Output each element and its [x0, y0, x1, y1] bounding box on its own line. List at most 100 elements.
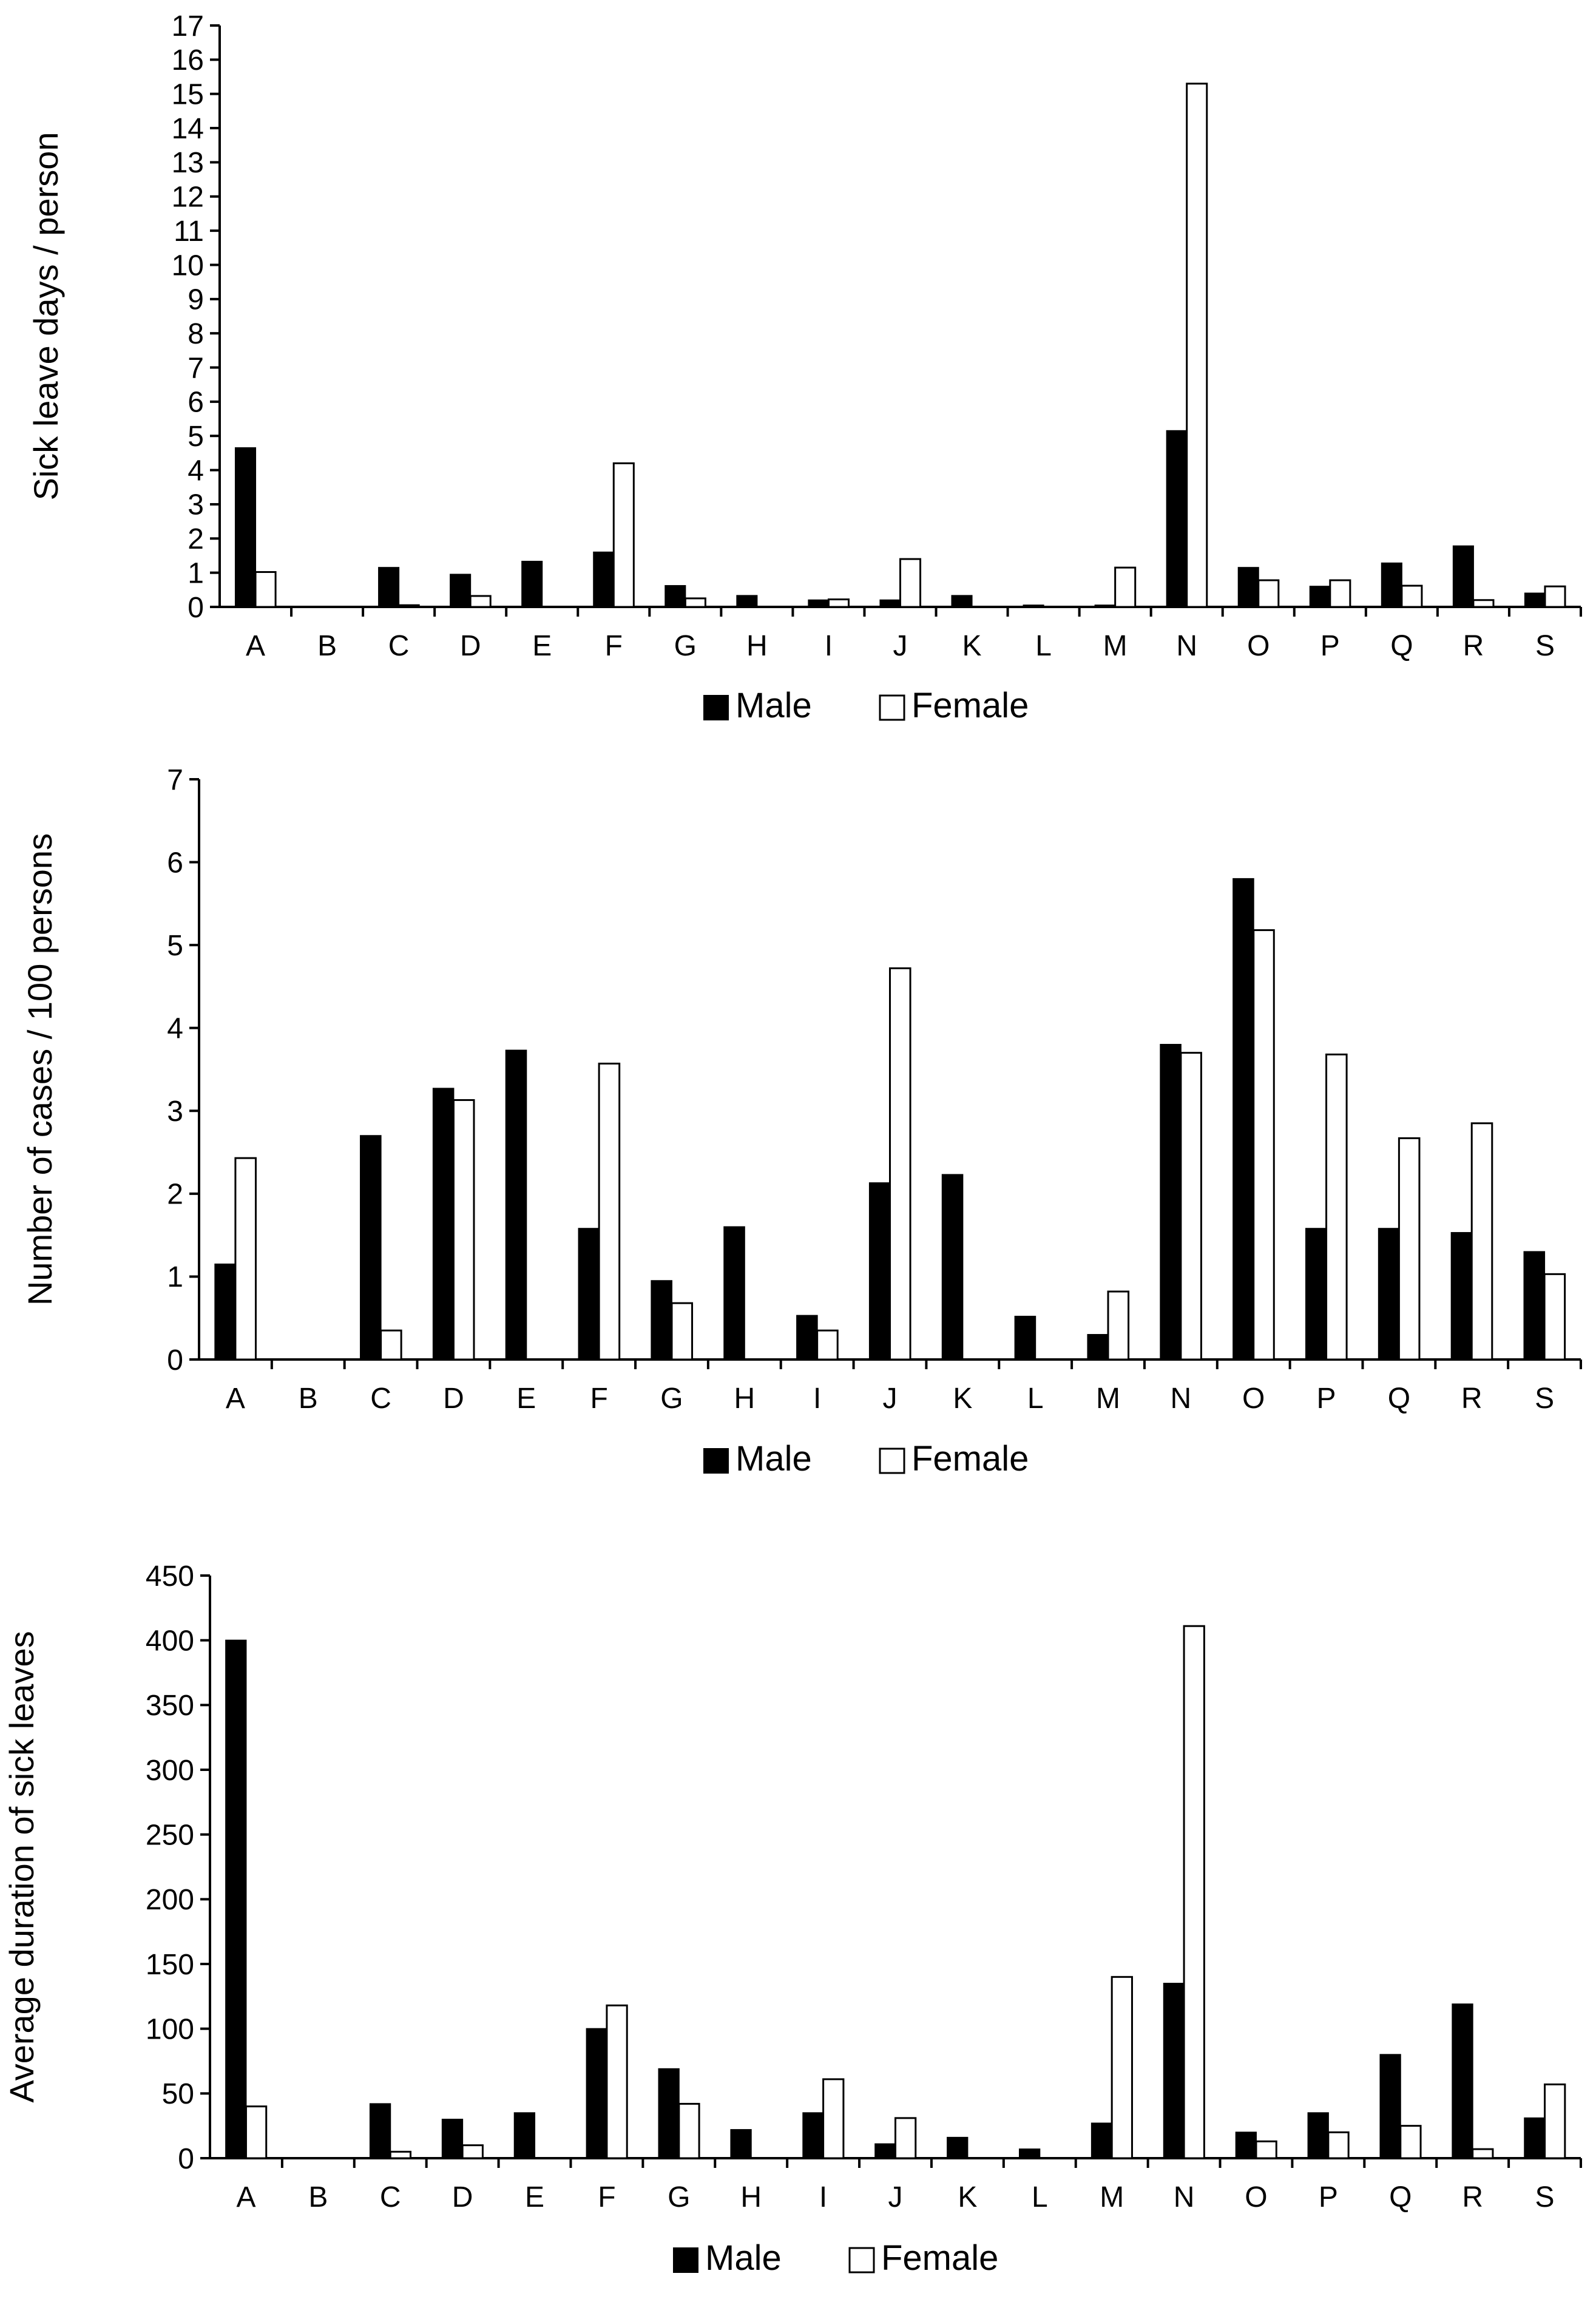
bar-female-o — [1257, 579, 1280, 608]
legend-label-female: Female — [911, 1439, 1029, 1478]
bar-female-q — [1401, 584, 1423, 608]
x-tick-label: M — [1100, 2181, 1124, 2213]
x-tick-label: N — [1174, 2181, 1195, 2213]
bar-male-q — [1379, 2054, 1401, 2159]
bar-male-d — [432, 1088, 455, 1360]
x-tick-label: F — [598, 2181, 615, 2213]
bar-male-j — [868, 1182, 891, 1361]
y-tick-label: 300 — [146, 1755, 194, 1787]
x-tick-label: H — [746, 630, 768, 662]
y-tick-label: 100 — [146, 2013, 194, 2045]
bar-male-s — [1523, 1251, 1546, 1360]
bar-female-a — [245, 2105, 268, 2159]
x-tick-label: Q — [1389, 2181, 1412, 2213]
y-tick-label: 0 — [167, 1344, 183, 1376]
bar-female-m — [1111, 1976, 1133, 2159]
y-tick-label: 400 — [146, 1625, 194, 1657]
bar-male-d — [441, 2119, 464, 2159]
bar-female-c — [397, 604, 420, 608]
bar-male-o — [1233, 878, 1254, 1360]
legend: Male Female — [703, 1439, 1029, 1478]
legend-swatch-male — [703, 1448, 729, 1474]
x-tick-label: R — [1462, 2181, 1483, 2213]
bar-female-d — [461, 2144, 484, 2159]
bar-male-m — [1094, 604, 1116, 608]
bar-male-h — [736, 595, 758, 608]
bar-male-i — [796, 1315, 818, 1361]
bar-female-a — [234, 1157, 257, 1361]
bar-male-j — [874, 2143, 896, 2159]
x-tick-label: B — [317, 630, 337, 662]
y-tick-label: 4 — [167, 1013, 183, 1045]
bar-male-q — [1381, 562, 1402, 608]
x-tick-label: C — [370, 1383, 391, 1415]
y-tick-label: 1 — [188, 557, 204, 589]
x-tick-label: O — [1247, 630, 1270, 662]
bar-male-g — [664, 585, 686, 608]
x-tick-label: I — [819, 2181, 827, 2213]
x-tick-label: Q — [1388, 1383, 1410, 1415]
x-tick-label: N — [1171, 1383, 1192, 1415]
bar-male-d — [450, 574, 472, 608]
x-tick-label: J — [888, 2181, 903, 2213]
bar-female-q — [1398, 1137, 1421, 1361]
y-tick-label: 9 — [188, 284, 204, 316]
x-tick-label: K — [953, 1383, 972, 1415]
bar-female-q — [1399, 2125, 1422, 2159]
bar-male-h — [723, 1226, 745, 1360]
legend-label-male: Male — [735, 1439, 812, 1478]
x-tick-label: D — [452, 2181, 473, 2213]
bar-male-n — [1163, 1983, 1185, 2159]
legend-label-female: Female — [881, 2238, 998, 2278]
bar-male-f — [586, 2028, 607, 2159]
bar-male-m — [1087, 1334, 1109, 1360]
x-tick-label: O — [1245, 2181, 1267, 2213]
bar-female-i — [822, 2078, 845, 2159]
bar-male-a — [225, 1639, 247, 2159]
x-tick-label: H — [740, 2181, 762, 2213]
y-tick-label: 2 — [188, 523, 204, 555]
bar-male-e — [513, 2112, 536, 2159]
bar-female-d — [452, 1099, 475, 1361]
panel-average-duration: 0 50 100 150 200 250 300 350 400 450 Average durat… — [2, 1560, 1582, 2278]
x-tick-label: C — [380, 2181, 401, 2213]
x-tick-label: P — [1319, 2181, 1338, 2213]
x-tick-label: S — [1535, 1383, 1554, 1415]
bar-male-o — [1237, 567, 1259, 608]
y-tick-label: 11 — [174, 215, 204, 248]
bar-male-h — [730, 2129, 752, 2159]
bar-female-o — [1255, 2140, 1277, 2159]
bar-female-g — [671, 1302, 694, 1361]
bar-male-p — [1305, 1228, 1327, 1361]
legend-swatch-male — [703, 695, 729, 720]
x-tick-label: I — [813, 1383, 821, 1415]
y-axis-title: Number of cases / 100 persons — [21, 833, 59, 1305]
legend-swatch-female — [848, 2247, 875, 2274]
bar-male-s — [1524, 592, 1546, 608]
y-axis-title: Average duration of sick leaves — [2, 1631, 41, 2102]
legend-swatch-female — [879, 1447, 905, 1474]
y-tick-label: 0 — [188, 592, 204, 624]
y-tick-label: 14 — [172, 113, 204, 145]
bar-male-o — [1235, 2131, 1257, 2159]
bar-male-n — [1160, 1044, 1182, 1360]
bar-male-m — [1090, 2122, 1113, 2159]
bar-male-l — [1018, 2148, 1041, 2159]
x-tick-label: S — [1535, 630, 1555, 662]
x-tick-label: G — [674, 630, 697, 662]
x-tick-label: E — [532, 630, 552, 662]
y-tick-label: 250 — [146, 1819, 194, 1851]
x-tick-label: Q — [1390, 630, 1413, 662]
bar-male-l — [1023, 604, 1044, 608]
y-tick-label: 0 — [178, 2143, 194, 2175]
bar-female-m — [1107, 1290, 1130, 1361]
bar-female-o — [1253, 929, 1275, 1361]
bar-female-m — [1114, 566, 1137, 608]
bar-male-i — [802, 2112, 824, 2159]
x-tick-label: I — [825, 630, 833, 662]
bar-male-a — [214, 1263, 236, 1361]
x-tick-label: B — [299, 1383, 318, 1415]
x-tick-label: C — [388, 630, 410, 662]
